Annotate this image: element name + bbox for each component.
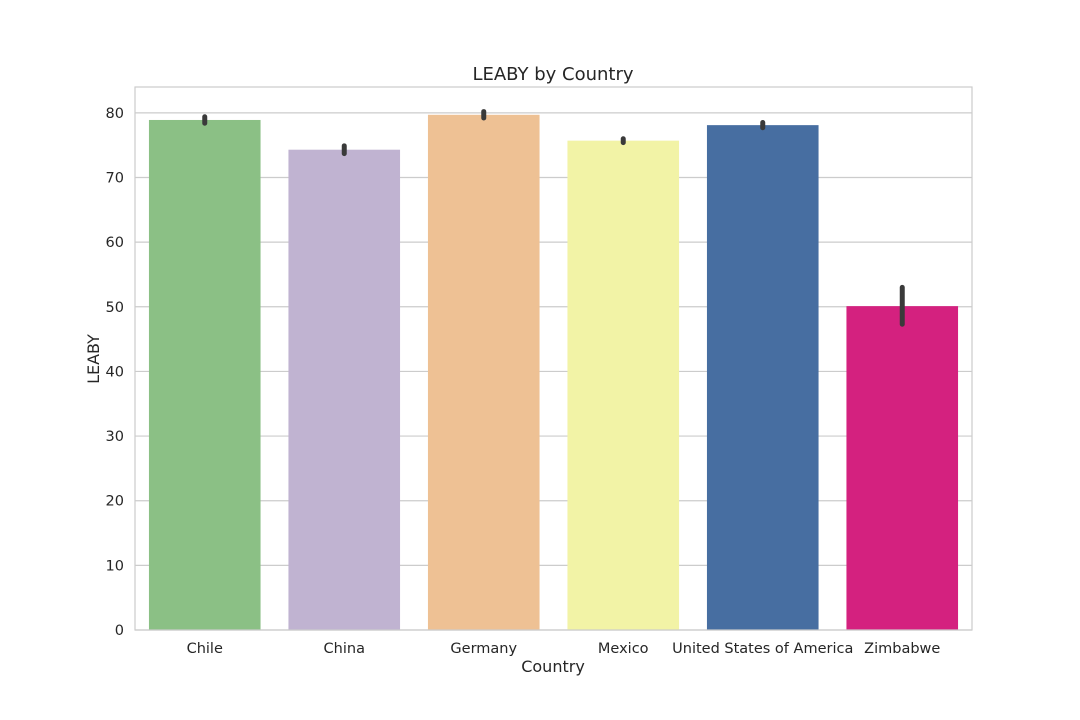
- bar: [427, 114, 540, 630]
- bar: [846, 306, 959, 630]
- error-bars: [202, 109, 905, 327]
- y-gridlines: [135, 112, 972, 631]
- y-tick-label: 0: [115, 623, 124, 639]
- bar: [148, 119, 261, 630]
- bar: [288, 149, 401, 631]
- y-axis-label: LEABY: [84, 334, 103, 384]
- bars: [148, 114, 959, 631]
- x-tick-label: United States of America: [672, 641, 853, 657]
- y-tick-label: 30: [106, 429, 124, 445]
- x-axis-label: Country: [521, 657, 585, 676]
- x-tick-label: Mexico: [598, 641, 649, 657]
- x-tick-label: Chile: [187, 641, 223, 657]
- x-tick-label: Germany: [450, 641, 517, 657]
- y-tick-label: 40: [106, 364, 124, 380]
- y-tick-label: 50: [106, 300, 124, 316]
- chart-title: LEABY by Country: [472, 64, 633, 85]
- bar: [706, 125, 819, 630]
- x-tick-label: Zimbabwe: [864, 641, 940, 657]
- y-tick-label: 80: [106, 106, 124, 122]
- y-tick-label: 10: [106, 558, 124, 574]
- y-tick-label: 20: [106, 494, 124, 510]
- x-tick-labels: Chile China Germany Mexico United States of …: [187, 641, 941, 657]
- x-tick-label: China: [324, 641, 365, 657]
- y-tick-label: 60: [106, 235, 124, 251]
- plot-frame: [134, 86, 973, 631]
- y-tick-label: 70: [106, 171, 124, 187]
- y-tick-labels: 0 10 20 30 40 50 60 70 80: [106, 106, 124, 639]
- bar: [567, 140, 680, 630]
